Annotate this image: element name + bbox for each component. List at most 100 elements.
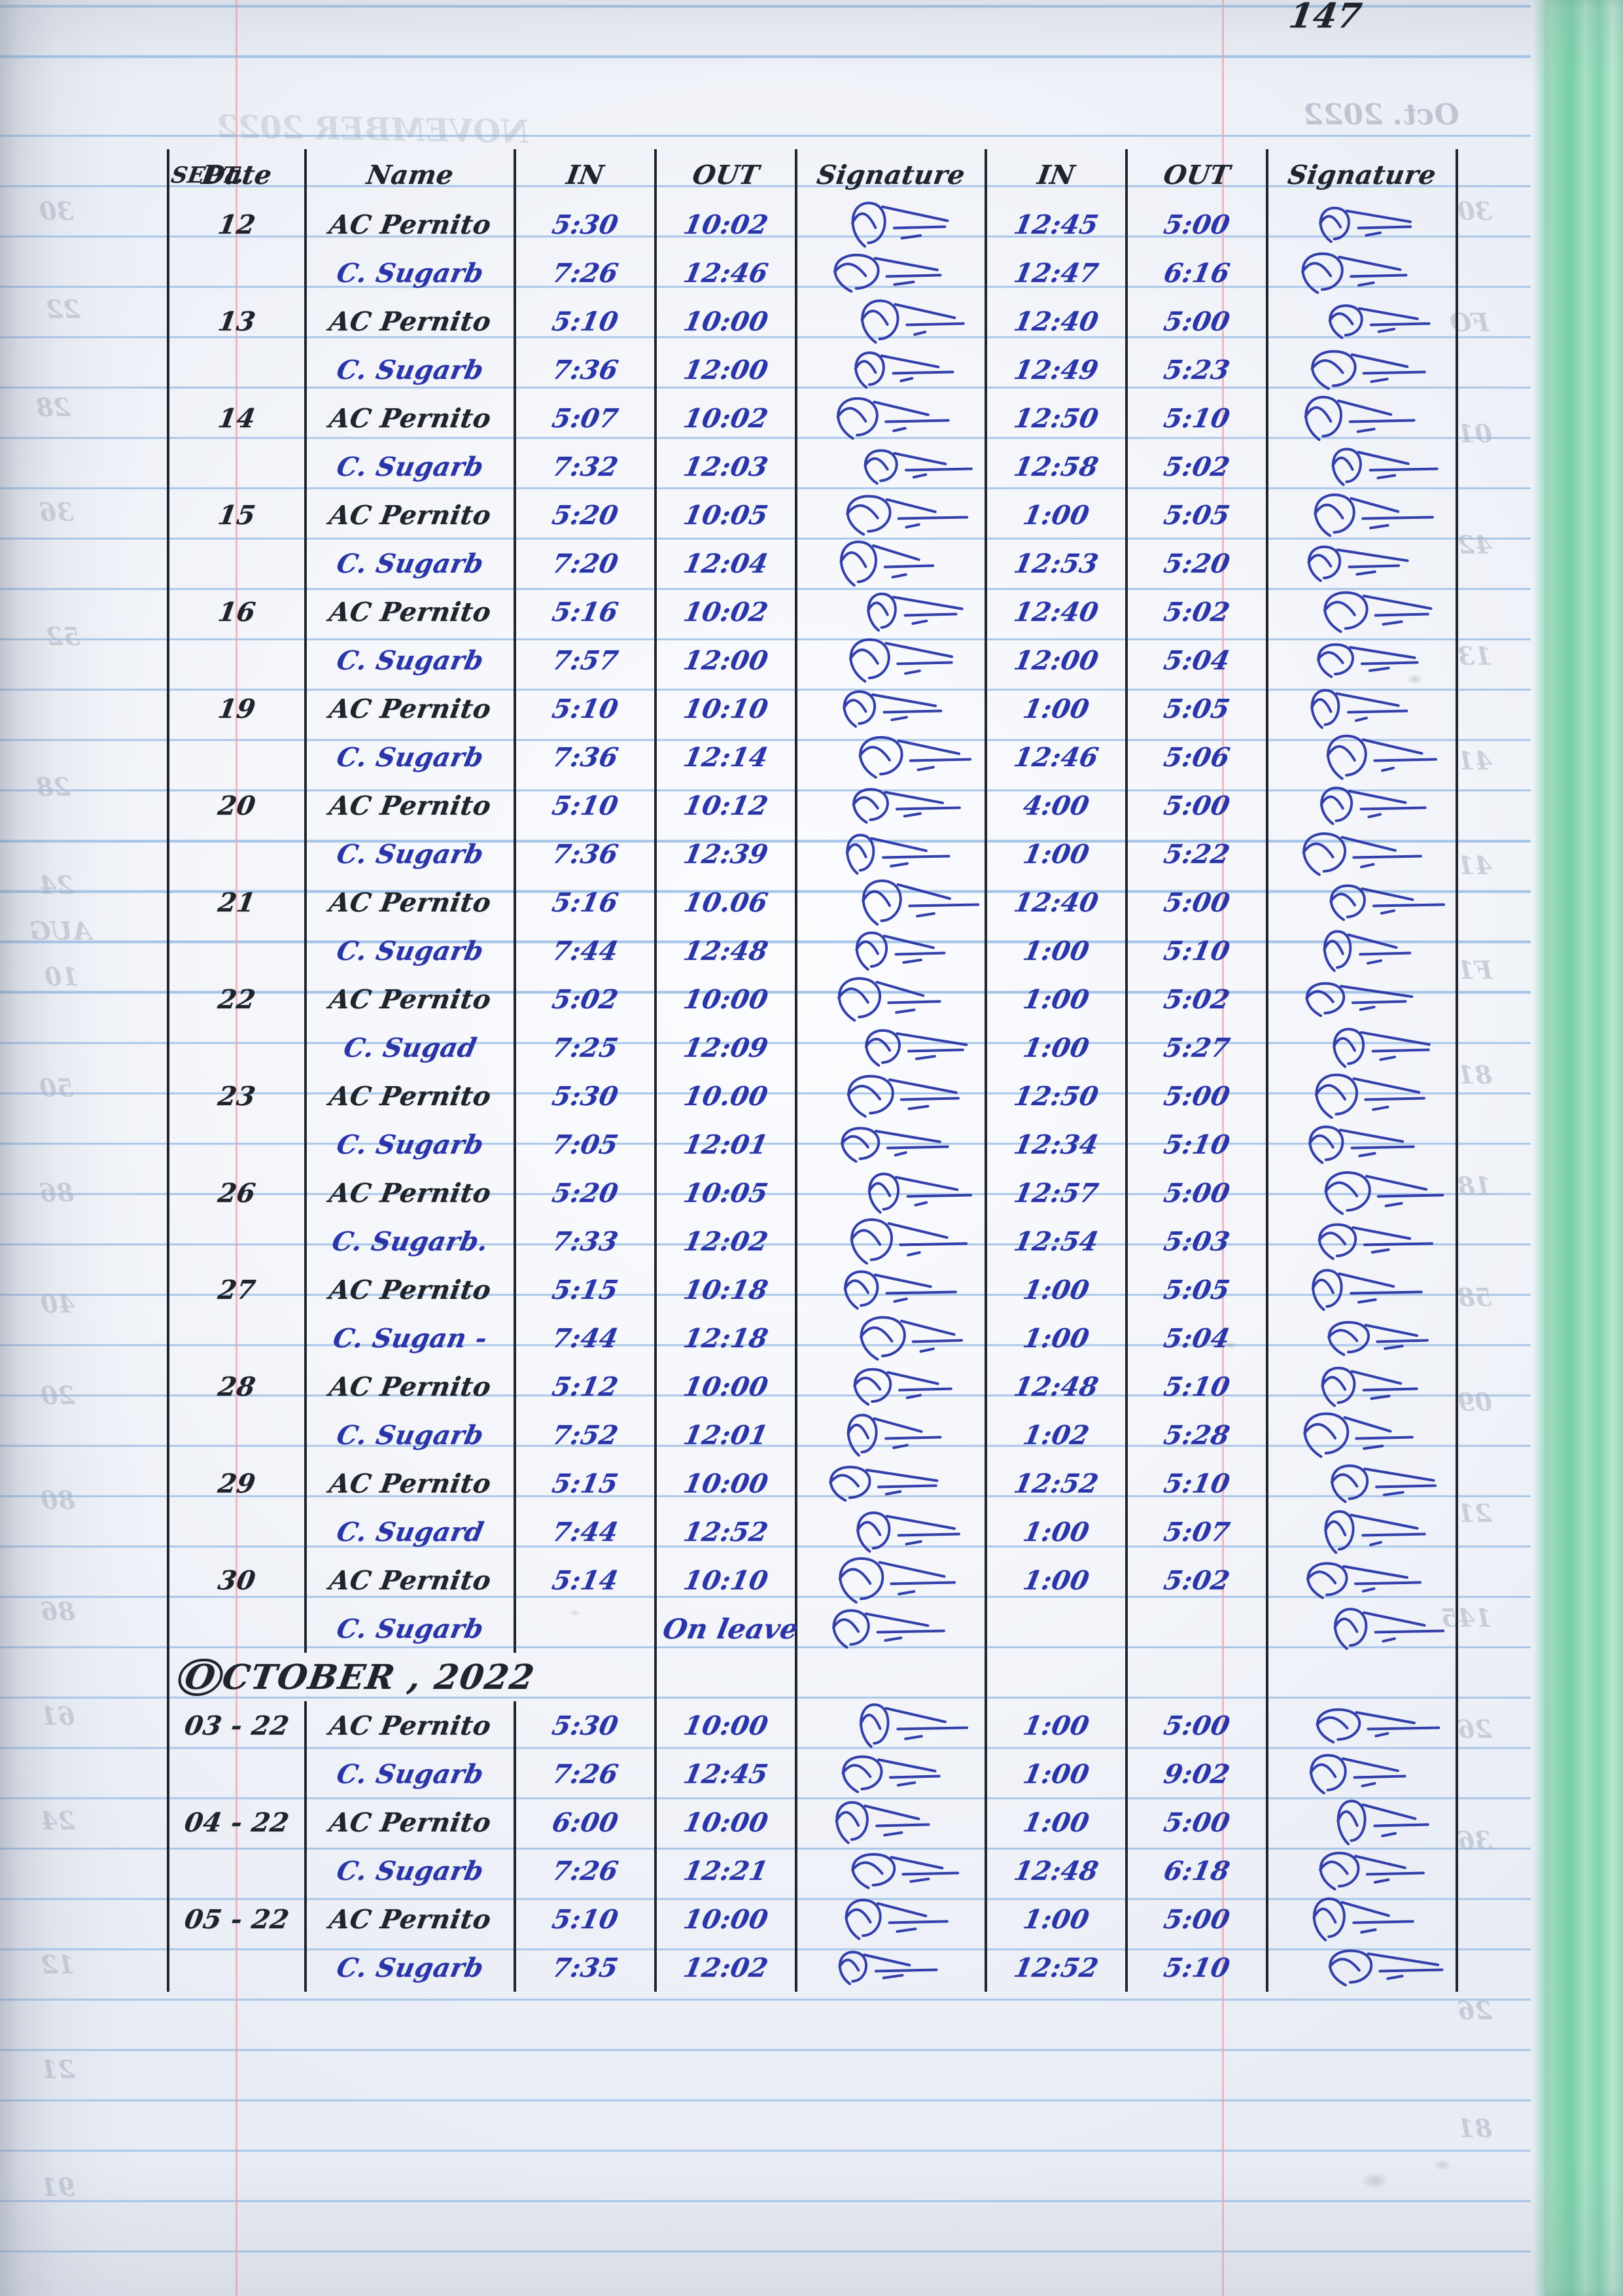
table-row: C. Sugad 7:25 12:09 1:00 5:27 — [167, 1023, 1458, 1072]
cell-signature-pm — [1266, 297, 1458, 345]
cell-in-pm: 1:00 — [985, 1798, 1128, 1846]
cell-name: AC Pernito — [304, 1362, 516, 1411]
cell-date — [167, 249, 307, 297]
cell-in-pm: 4:00 — [985, 781, 1128, 830]
page-number: 147 — [1286, 0, 1365, 36]
cell-date — [167, 733, 307, 781]
cell-signature-pm — [1266, 345, 1458, 394]
table-row: 04 - 22 AC Pernito 6:00 10:00 1:00 5:00 — [167, 1798, 1458, 1846]
cell-in-am: 7:26 — [514, 1750, 657, 1798]
table-row: 22 AC Pernito 5:02 10:00 1:00 5:02 — [167, 975, 1458, 1023]
signature-scribble — [797, 1411, 985, 1459]
cell-date: 04 - 22 — [167, 1798, 307, 1846]
cell-in-pm: 12:57 — [985, 1169, 1128, 1217]
cell-in-am: 7:36 — [514, 733, 657, 781]
signature-scribble — [797, 539, 985, 588]
cell-out-pm: 5:10 — [1125, 927, 1268, 975]
table-row: C. Sugarb 7:44 12:48 1:00 5:10 — [167, 927, 1458, 975]
cell-in-am: 5:10 — [514, 781, 657, 830]
table-row: 13 AC Pernito 5:10 10:00 12:40 5:00 — [167, 297, 1458, 345]
cell-out-pm: 5:02 — [1125, 588, 1268, 636]
cell-out-pm — [1125, 1604, 1268, 1653]
cell-name: AC Pernito — [304, 1169, 516, 1217]
header-signature-am: Signature — [795, 149, 987, 200]
signature-scribble — [1268, 1023, 1456, 1072]
cell-name: AC Pernito — [304, 1459, 516, 1508]
signature-scribble — [797, 1846, 985, 1895]
cell-in-am: 5:15 — [514, 1265, 657, 1314]
cell-out-am: 10:00 — [654, 297, 797, 345]
table-row: C. Sugarb 7:36 12:14 12:46 5:06 — [167, 733, 1458, 781]
signature-scribble — [1268, 781, 1456, 830]
cell-date — [167, 636, 307, 684]
cell-in-am: 7:44 — [514, 1314, 657, 1362]
cell-out-pm: 5:00 — [1125, 1798, 1268, 1846]
cell-signature-am — [795, 539, 987, 588]
signature-scribble — [797, 1314, 985, 1362]
table-row: C. Sugarb 7:05 12:01 12:34 5:10 — [167, 1120, 1458, 1169]
signature-scribble — [797, 1556, 985, 1604]
signature-scribble — [1268, 830, 1456, 878]
cell-out-pm: 6:16 — [1125, 249, 1268, 297]
cell-out-pm: 5:00 — [1125, 878, 1268, 927]
cell-out-am: 12:02 — [654, 1943, 797, 1992]
cell-in-am: 7:35 — [514, 1943, 657, 1992]
cell-date: 29 — [167, 1459, 307, 1508]
cell-date — [167, 927, 307, 975]
signature-scribble — [1268, 297, 1456, 345]
cell-signature-am — [795, 1169, 987, 1217]
cell-name: C. Sugarb — [304, 1943, 516, 1992]
cell-date: 22 — [167, 975, 307, 1023]
cell-in-pm: 12:47 — [985, 249, 1128, 297]
cell-out-am: 10:18 — [654, 1265, 797, 1314]
cell-in-am: 7:44 — [514, 1508, 657, 1556]
cell-signature-am — [795, 1411, 987, 1459]
signature-scribble — [1268, 1072, 1456, 1120]
cell-date — [167, 442, 307, 491]
cell-signature-am — [795, 1265, 987, 1314]
cell-name: AC Pernito — [304, 200, 516, 249]
cell-date: 05 - 22 — [167, 1895, 307, 1943]
header-date: Date — [167, 149, 307, 200]
cell-name: C. Sugarb — [304, 636, 516, 684]
cell-signature-pm — [1266, 1895, 1458, 1943]
cell-date — [167, 345, 307, 394]
table-row: 15 AC Pernito 5:20 10:05 1:00 5:05 — [167, 491, 1458, 539]
cell-in-pm: 1:00 — [985, 927, 1128, 975]
cell-signature-pm — [1266, 636, 1458, 684]
cell-signature-pm — [1266, 1459, 1458, 1508]
cell-in-am: 7:05 — [514, 1120, 657, 1169]
cell-name: AC Pernito — [304, 1265, 516, 1314]
signature-scribble — [797, 878, 985, 927]
cell-date: 16 — [167, 588, 307, 636]
cell-signature-am — [795, 1120, 987, 1169]
cell-out-am: 12:45 — [654, 1750, 797, 1798]
header-in-am: IN — [514, 149, 657, 200]
signature-scribble — [797, 1798, 985, 1846]
cell-out-pm: 5:20 — [1125, 539, 1268, 588]
cell-date — [167, 830, 307, 878]
table-row: C. Sugarb 7:26 12:46 12:47 6:16 — [167, 249, 1458, 297]
cell-signature-am — [795, 491, 987, 539]
cell-out-pm: 5:28 — [1125, 1411, 1268, 1459]
cell-name: C. Sugarb — [304, 830, 516, 878]
signature-scribble — [1268, 1701, 1456, 1750]
cell-out-am: 12:09 — [654, 1023, 797, 1072]
cell-date — [167, 1846, 307, 1895]
signature-scribble — [1268, 200, 1456, 249]
cell-signature-pm — [1266, 394, 1458, 442]
cell-in-pm: 1:00 — [985, 1314, 1128, 1362]
cell-out-am: 10:00 — [654, 1701, 797, 1750]
cell-signature-pm — [1266, 927, 1458, 975]
cell-name: C. Sugarb — [304, 1846, 516, 1895]
table-row: 26 AC Pernito 5:20 10:05 12:57 5:00 — [167, 1169, 1458, 1217]
cell-out-pm: 5:06 — [1125, 733, 1268, 781]
cell-out-pm: 5:02 — [1125, 442, 1268, 491]
cell-in-pm: 12:00 — [985, 636, 1128, 684]
cell-in-am: 7:20 — [514, 539, 657, 588]
cell-out-am: 12:03 — [654, 442, 797, 491]
cell-in-pm: 12:50 — [985, 394, 1128, 442]
cell-signature-pm — [1266, 1314, 1458, 1362]
cell-date — [167, 1508, 307, 1556]
signature-scribble — [797, 1169, 985, 1217]
